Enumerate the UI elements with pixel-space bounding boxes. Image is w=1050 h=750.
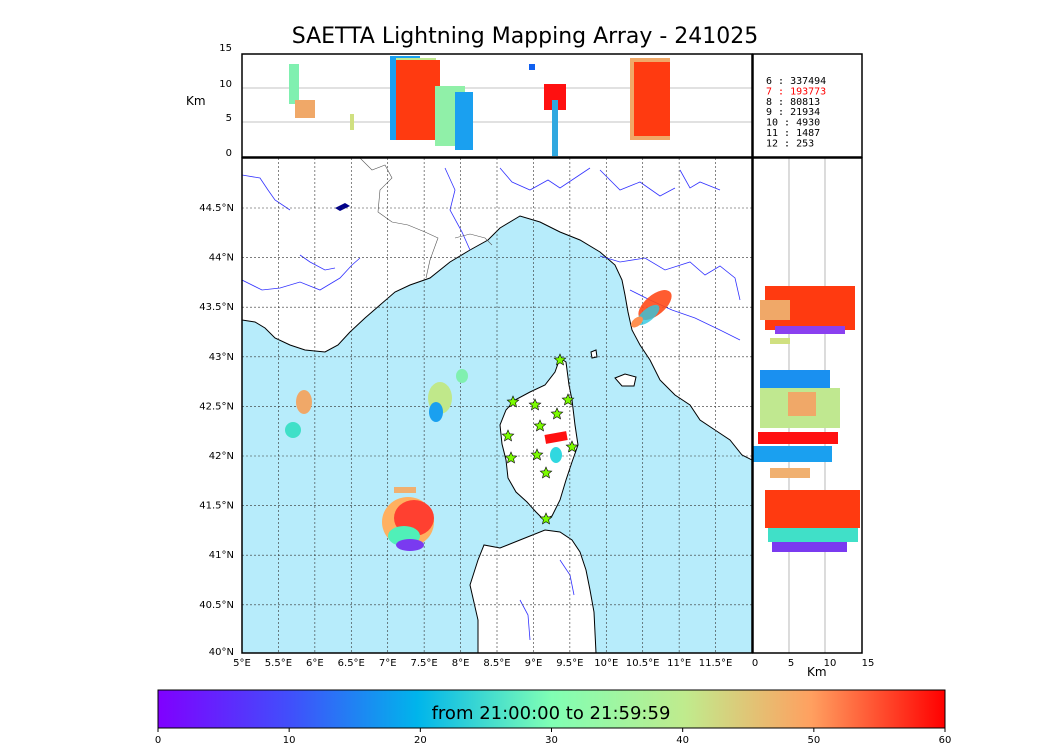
lat-tick-label: 40.5°N bbox=[199, 600, 234, 611]
top-panel-altitude-ticks: 15 10 5 0 bbox=[219, 43, 232, 159]
lat-tick-label: 40°N bbox=[209, 647, 234, 658]
right-alt-tick-label: 10 bbox=[824, 658, 837, 669]
colorbar-tick-labels: 0 10 20 30 40 50 60 bbox=[155, 728, 952, 746]
colorbar-tick-label: 0 bbox=[155, 735, 161, 746]
station-star-icon bbox=[528, 398, 542, 411]
lon-tick-label: 11.5°E bbox=[699, 658, 733, 669]
station-star-icon bbox=[561, 393, 575, 406]
sardinia-island bbox=[469, 529, 597, 653]
lon-tick-label: 8.5°E bbox=[483, 658, 510, 669]
lon-tick-label: 10°E bbox=[594, 658, 618, 669]
mainland-land bbox=[242, 158, 752, 461]
lat-tick-label: 43°N bbox=[209, 352, 234, 363]
colorbar-tick-label: 20 bbox=[414, 735, 427, 746]
colorbar-gradient bbox=[157, 689, 946, 729]
lon-tick-label: 8°E bbox=[452, 658, 470, 669]
lat-tick-label: 43.5°N bbox=[199, 302, 234, 313]
station-star-icon bbox=[565, 440, 579, 453]
elba-island bbox=[614, 373, 637, 387]
lon-tick-label: 6°E bbox=[306, 658, 324, 669]
colorbar-time-range: from 21:00:00 to 21:59:59 bbox=[432, 703, 671, 724]
time-colorbar: from 21:00:00 to 21:59:59 0 10 20 30 40 50 60 bbox=[155, 689, 952, 746]
station-star-icon bbox=[530, 448, 544, 461]
station-star-icon bbox=[553, 353, 567, 366]
top-altitude-panel bbox=[241, 53, 753, 158]
right-km-label: Km bbox=[807, 665, 827, 679]
colorbar-tick-label: 40 bbox=[676, 735, 689, 746]
station-count-entry: 9 : 21934 bbox=[766, 107, 820, 118]
main-map-panel[interactable] bbox=[242, 158, 752, 654]
station-count-entry: 7 : 193773 bbox=[766, 86, 826, 97]
lat-tick-label: 44.5°N bbox=[199, 203, 234, 214]
lat-tick-label: 44°N bbox=[209, 253, 234, 264]
colorbar-tick-label: 30 bbox=[545, 735, 558, 746]
top-alt-tick-label: 15 bbox=[219, 43, 232, 54]
lon-tick-label: 5.5°E bbox=[265, 658, 292, 669]
right-panel-altitude-ticks: 0 5 10 15 bbox=[752, 658, 875, 669]
top-km-label: Km bbox=[186, 94, 206, 108]
lon-tick-label: 5°E bbox=[233, 658, 251, 669]
station-star-icon bbox=[539, 512, 553, 525]
lat-tick-label: 42.5°N bbox=[199, 401, 234, 412]
colorbar-tick-label: 10 bbox=[283, 735, 296, 746]
lat-tick-label: 41.5°N bbox=[199, 501, 234, 512]
lon-tick-label: 9°E bbox=[525, 658, 543, 669]
right-altitude-panel bbox=[752, 157, 863, 654]
top-alt-tick-label: 10 bbox=[219, 79, 232, 90]
top-alt-tick-label: 5 bbox=[226, 113, 232, 124]
lon-tick-label: 10.5°E bbox=[626, 658, 660, 669]
lon-tick-label: 7°E bbox=[379, 658, 397, 669]
capraia-island bbox=[590, 349, 598, 359]
corsica-island bbox=[499, 357, 579, 521]
latitude-tick-labels: 44.5°N 44°N 43.5°N 43°N 42.5°N 42°N 41.5°N 41°N… bbox=[199, 203, 234, 658]
colorbar-tick-label: 50 bbox=[807, 735, 820, 746]
station-count-entry: 10 : 4930 bbox=[766, 118, 820, 129]
lat-tick-label: 42°N bbox=[209, 451, 234, 462]
longitude-tick-labels: 5°E 5.5°E 6°E 6.5°E 7°E 7.5°E 8°E 8.5°E 9°E 9.5°E… bbox=[233, 658, 732, 669]
station-star-icon bbox=[506, 395, 520, 408]
map-gridlines bbox=[242, 158, 752, 653]
right-alt-tick-label: 0 bbox=[752, 658, 758, 669]
right-alt-tick-label: 5 bbox=[788, 658, 794, 669]
country-borders bbox=[359, 158, 493, 279]
lon-tick-label: 6.5°E bbox=[338, 658, 365, 669]
map-title: SAETTA Lightning Mapping Array - 241025 bbox=[291, 24, 759, 49]
station-star-icon bbox=[533, 419, 547, 432]
lat-tick-label: 41°N bbox=[209, 550, 234, 561]
top-alt-tick-label: 0 bbox=[226, 148, 232, 159]
main-map-frame bbox=[241, 157, 753, 654]
lon-tick-label: 9.5°E bbox=[556, 658, 583, 669]
station-star-icon bbox=[501, 429, 515, 442]
lightning-clusters bbox=[285, 290, 672, 551]
station-star-icon bbox=[504, 451, 518, 464]
lon-tick-label: 11°E bbox=[667, 658, 691, 669]
station-count-entry: 8 : 80813 bbox=[766, 97, 820, 108]
station-count-entry: 6 : 337494 bbox=[766, 76, 826, 87]
right-alt-tick-label: 15 bbox=[862, 658, 875, 669]
stations bbox=[501, 353, 579, 525]
colorbar-tick-label: 60 bbox=[939, 735, 952, 746]
station-count-entry: 11 : 1487 bbox=[766, 128, 820, 139]
station-star-icon bbox=[539, 466, 553, 479]
station-count-entry: 12 : 253 bbox=[766, 138, 814, 149]
lake bbox=[335, 203, 350, 211]
lon-tick-label: 7.5°E bbox=[411, 658, 438, 669]
station-star-icon bbox=[550, 407, 564, 420]
